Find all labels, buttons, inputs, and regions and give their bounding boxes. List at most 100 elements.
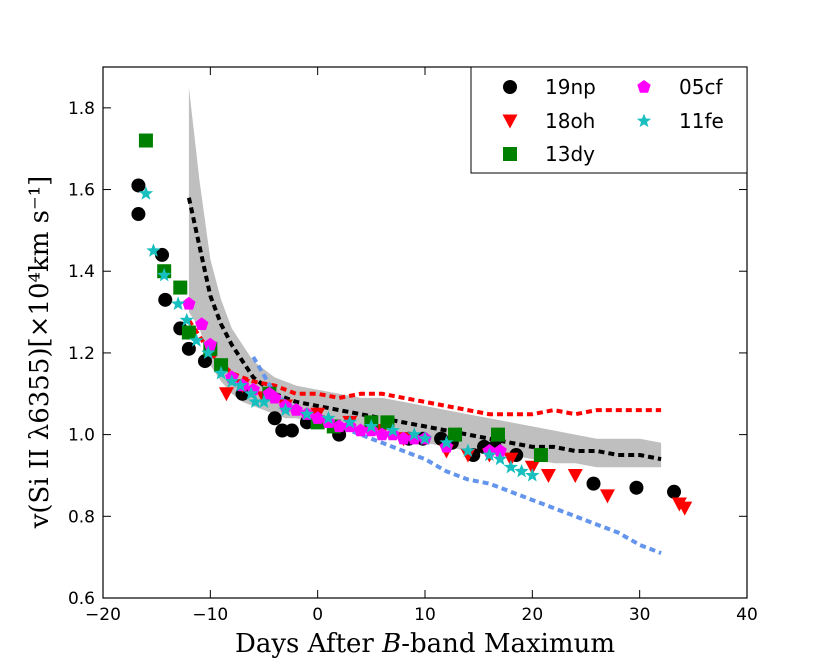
point-19np [275,423,290,438]
point-18oh [460,448,476,463]
legend-label-19np: 19np [545,75,596,99]
point-05cf [289,403,303,416]
point-11fe [256,394,272,408]
point-11fe [417,431,433,445]
point-11fe [138,186,154,200]
point-11fe [439,435,454,449]
x-axis-label: Days After B-band Maximum [235,629,615,659]
point-18oh [218,387,234,402]
model-lines-layer [186,197,662,555]
point-05cf [195,317,209,330]
point-11fe [189,333,204,347]
point-18oh [599,489,615,504]
legend-item-11fe: 11fe [636,109,724,133]
point-18oh [567,468,583,483]
y-tick-label: 1.8 [68,99,95,119]
point-13dy [173,280,188,295]
point-19np [131,207,146,222]
x-tick-label: 30 [629,605,651,625]
point-11fe [364,418,379,433]
y-tick-label: 0.6 [68,589,95,609]
x-tick-label: 40 [736,605,758,625]
point-11fe [482,447,497,462]
point-11fe [299,406,315,421]
legend-item-19np: 19np [503,75,596,99]
point-11fe [244,386,259,400]
legend-label-18oh: 18oh [545,109,595,133]
point-11fe [493,451,508,466]
x-axis-label-italic: B [381,629,401,659]
point-05cf [311,411,325,424]
point-11fe [278,402,293,417]
legend-marker-19np [503,80,517,94]
point-05cf [182,296,196,310]
point-11fe [525,468,540,482]
point-05cf [493,444,507,457]
point-19np [158,292,173,307]
legend-marker-13dy [503,147,517,161]
point-11fe [385,423,400,437]
point-11fe [407,427,422,441]
point-18oh [540,468,556,483]
point-18oh [524,460,540,475]
y-tick-label: 1.4 [68,262,95,282]
legend-label-05cf: 05cf [679,75,723,99]
y-tick-label: 1.6 [68,181,95,201]
line-mean [186,197,662,462]
x-axis-label-suffix: -band Maximum [401,629,615,659]
point-05cf [396,431,411,445]
point-11fe [248,394,263,408]
axis-ticks-layer: −20 −10 0 10 20 30 40 0.6 0.8 1.0 1.2 1.4 1.6 1.8 [68,67,758,625]
point-13dy [181,325,196,340]
point-19np [197,354,212,369]
point-11fe [171,296,186,310]
point-11fe [233,378,248,392]
point-11fe [157,267,172,282]
point-13dy [138,133,153,148]
legend-marker-11fe [636,113,652,128]
point-19np [667,484,682,499]
point-19np [131,178,146,193]
point-11fe [201,345,216,359]
point-19np [267,411,282,426]
legend-item-05cf: 05cf [637,75,723,99]
point-11fe [514,463,529,478]
x-tick-label: 0 [312,605,323,625]
point-11fe [224,374,239,388]
point-05cf [375,427,389,441]
point-19np [586,476,601,491]
legend-marker-05cf [637,80,651,93]
point-13dy [448,427,463,442]
legend-item-18oh: 18oh [502,109,595,133]
point-18oh [677,501,693,516]
point-11fe [460,443,476,457]
y-tick-label: 0.8 [68,507,95,527]
point-13dy [490,427,505,442]
x-tick-label: −10 [192,605,228,625]
point-19np [181,341,196,356]
point-11fe [179,312,194,327]
y-axis-label: v(Si II λ6355)[×10⁴km s⁻¹] [25,176,55,530]
x-axis-label-prefix: Days After [235,629,382,659]
point-05cf [353,423,368,437]
x-tick-label: −20 [85,605,121,625]
data-points-layer [131,133,693,516]
point-13dy [533,448,548,463]
point-05cf [332,419,346,433]
legend-label-13dy: 13dy [545,142,595,166]
x-tick-label: 20 [522,605,544,625]
series-11fe [138,186,540,482]
y-tick-label: 1.0 [68,426,95,446]
x-tick-label: 10 [414,605,436,625]
point-19np [629,480,644,495]
line-lower-envelope [251,355,662,555]
legend-item-13dy: 13dy [503,142,595,166]
point-11fe [146,243,161,257]
point-11fe [213,365,229,380]
point-18oh [503,452,519,467]
point-13dy [380,415,395,430]
legend-label-11fe: 11fe [679,109,724,133]
point-19np [284,423,299,438]
point-11fe [321,410,336,425]
legend-marker-18oh [502,114,518,129]
